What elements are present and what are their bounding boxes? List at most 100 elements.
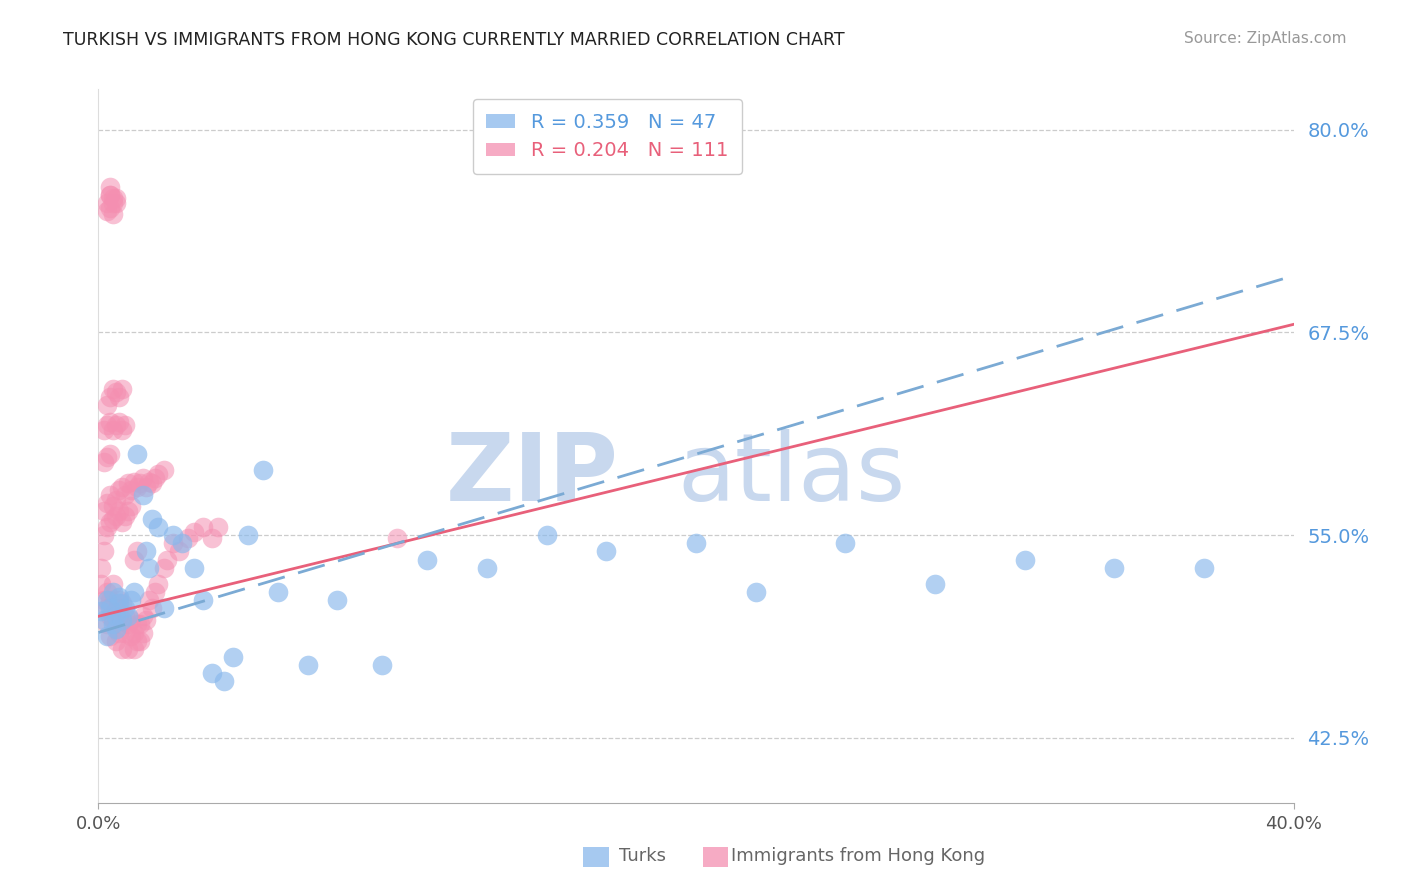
Point [98, 187, 122, 202]
Point [267, 585, 290, 599]
Point [138, 593, 160, 607]
Point [111, 613, 134, 627]
Point [103, 613, 125, 627]
Point [148, 467, 170, 481]
Point [124, 475, 146, 489]
Point [96, 593, 118, 607]
Point [103, 499, 125, 513]
Point [141, 601, 163, 615]
Point [96, 617, 118, 632]
Point [207, 520, 229, 534]
Point [297, 657, 319, 672]
Point [127, 617, 149, 632]
Point [105, 508, 128, 523]
Point [141, 512, 163, 526]
Point [103, 617, 125, 632]
Point [143, 585, 166, 599]
Point [111, 641, 134, 656]
Point [96, 417, 118, 432]
Point [108, 609, 131, 624]
Point [105, 609, 128, 624]
Point [124, 625, 146, 640]
Point [141, 476, 163, 491]
Point [96, 601, 118, 615]
Point [252, 463, 274, 477]
Point [127, 479, 149, 493]
Point [167, 544, 190, 558]
Point [416, 552, 439, 566]
Point [236, 528, 259, 542]
Point [117, 617, 139, 632]
Point [120, 613, 142, 627]
Point [111, 596, 134, 610]
Point [98, 390, 122, 404]
Point [105, 492, 128, 507]
Point [111, 515, 134, 529]
Text: atlas: atlas [678, 428, 905, 521]
Point [183, 524, 205, 539]
Point [124, 585, 146, 599]
Point [132, 625, 155, 640]
Point [162, 536, 184, 550]
Point [90, 560, 112, 574]
Point [103, 207, 125, 221]
Point [138, 475, 160, 489]
Point [103, 512, 125, 526]
Point [93, 528, 115, 542]
Point [135, 613, 157, 627]
Point [212, 674, 235, 689]
Point [96, 585, 118, 599]
Point [1192, 560, 1215, 574]
Point [114, 417, 136, 432]
Point [98, 609, 122, 624]
Point [1014, 552, 1036, 566]
Point [132, 609, 155, 624]
Point [108, 415, 131, 429]
Point [96, 399, 118, 413]
Point [98, 629, 122, 643]
Point [595, 544, 617, 558]
Point [111, 613, 134, 627]
Point [103, 195, 125, 210]
Point [129, 476, 152, 491]
Point [475, 560, 498, 574]
Point [96, 629, 118, 643]
Point [385, 532, 409, 546]
Point [172, 536, 194, 550]
Point [103, 191, 125, 205]
Point [120, 593, 142, 607]
Point [924, 577, 946, 591]
Point [117, 641, 139, 656]
Point [132, 488, 155, 502]
Point [90, 577, 112, 591]
Point [108, 593, 131, 607]
Point [834, 536, 856, 550]
Text: ZIP: ZIP [446, 428, 619, 521]
Point [98, 601, 122, 615]
Point [96, 203, 118, 218]
Point [98, 179, 122, 194]
Point [111, 479, 134, 493]
Point [105, 601, 128, 615]
Point [105, 417, 128, 432]
Point [114, 508, 136, 523]
Point [105, 633, 128, 648]
Text: TURKISH VS IMMIGRANTS FROM HONG KONG CURRENTLY MARRIED CORRELATION CHART: TURKISH VS IMMIGRANTS FROM HONG KONG CUR… [63, 31, 845, 49]
Point [222, 649, 245, 664]
Point [108, 625, 131, 640]
Point [114, 488, 136, 502]
Point [148, 520, 170, 534]
Point [162, 528, 184, 542]
Point [98, 593, 122, 607]
Point [135, 479, 157, 493]
Point [191, 593, 214, 607]
Point [96, 195, 118, 210]
Point [98, 515, 122, 529]
Point [103, 596, 125, 610]
Point [108, 596, 131, 610]
Point [120, 629, 142, 643]
Point [135, 544, 157, 558]
Point [685, 536, 707, 550]
Point [93, 593, 115, 607]
Point [153, 601, 176, 615]
